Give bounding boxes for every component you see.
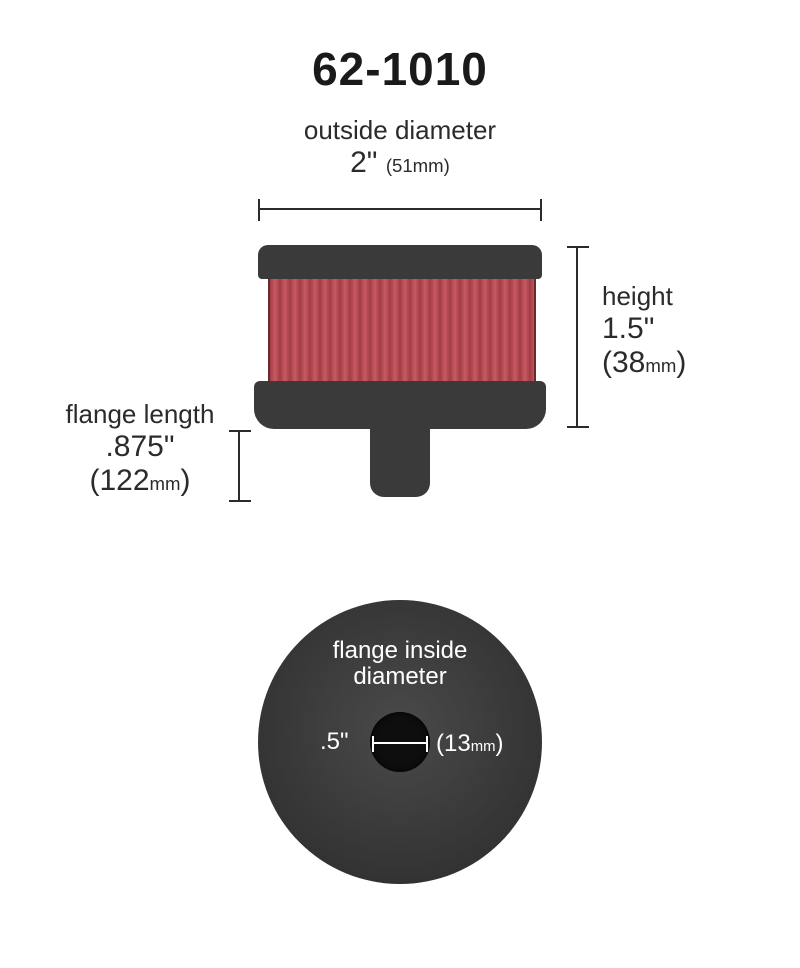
- flange-length-value: .875": [52, 430, 228, 465]
- outside-diameter-value: 2" (51mm): [258, 146, 542, 181]
- height-inches: 1.5": [602, 312, 654, 345]
- height-label: height 1.5" (38mm): [602, 282, 752, 381]
- height-name: height: [602, 282, 752, 312]
- outside-diameter-bar: [258, 208, 542, 210]
- outside-diameter-name: outside diameter: [258, 116, 542, 146]
- flange-length-bar: [238, 430, 240, 502]
- filter-bottom-view: flange inside diameter .5" (13mm): [258, 600, 542, 884]
- flange-id-name-line2: diameter: [353, 663, 446, 690]
- flange-length-name: flange length: [52, 400, 228, 430]
- flange-id-inches: .5": [320, 728, 349, 756]
- filter-flange-neck: [370, 425, 430, 497]
- flange-length-label: flange length .875" (122mm): [52, 400, 228, 499]
- outside-diameter-inches: 2": [350, 146, 377, 179]
- flange-id-name: flange inside diameter: [258, 638, 542, 691]
- flange-length-mm-line: (122mm): [52, 464, 228, 499]
- height-bar: [576, 246, 578, 428]
- filter-top-cap: [258, 245, 542, 279]
- flange-id-mm: (13mm): [436, 730, 504, 758]
- height-value: 1.5": [602, 312, 752, 347]
- part-number: 62-1010: [0, 42, 800, 96]
- flange-id-name-line1: flange inside: [333, 637, 468, 664]
- filter-media: [268, 275, 536, 385]
- outside-diameter-mm: (51mm): [386, 155, 450, 176]
- filter-bottom-cap: [254, 381, 546, 429]
- filter-side-view: [258, 245, 542, 505]
- flange-id-bar: [372, 742, 428, 744]
- outside-diameter-label: outside diameter 2" (51mm): [258, 116, 542, 180]
- flange-id-mm-num: 13: [444, 730, 471, 757]
- height-mm-line: (38mm): [602, 346, 752, 381]
- flange-length-inches: .875": [105, 430, 174, 463]
- diagram-stage: 62-1010 outside diameter 2" (51mm) heigh…: [0, 0, 800, 968]
